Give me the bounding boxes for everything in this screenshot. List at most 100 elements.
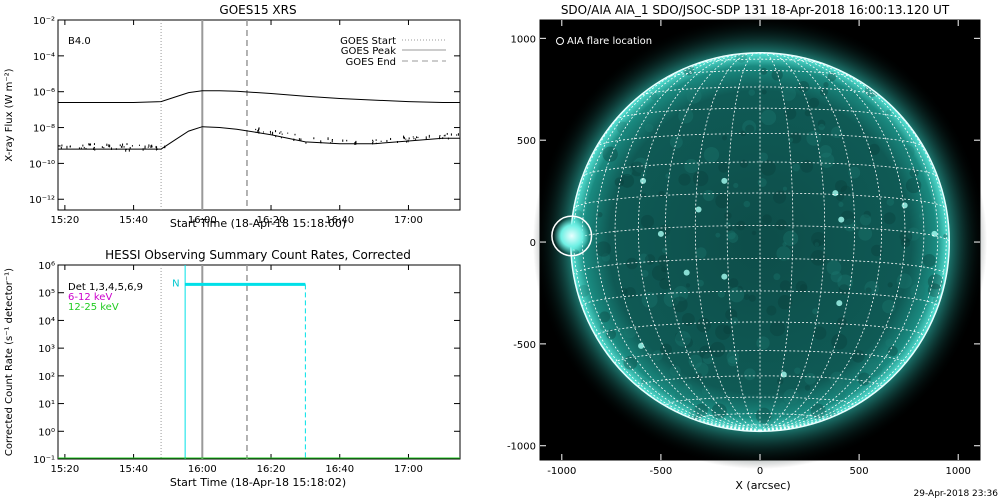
hessi-title: HESSI Observing Summary Count Rates, Cor… (105, 248, 411, 262)
aia-texture (759, 152, 769, 162)
aia-texture (899, 230, 913, 243)
goes-noise-point (380, 140, 382, 142)
goes-noise-point (148, 144, 150, 147)
aia-texture (682, 337, 693, 348)
aia-texture (745, 124, 755, 134)
goes-noise-point (263, 131, 265, 133)
aia-texture (863, 210, 871, 219)
aia-texture (900, 237, 911, 248)
goes-ylabel: X-ray Flux (W m⁻²) (4, 68, 15, 161)
goes-noise-point (275, 135, 277, 138)
goes-noise-point (255, 131, 257, 133)
aia-texture (614, 177, 624, 187)
aia-texture (659, 277, 671, 290)
aia-texture (817, 119, 826, 128)
goes-noise-point (106, 143, 108, 146)
aia-texture (681, 312, 695, 326)
goes-noise-point (156, 146, 158, 149)
legend-goes-peak: GOES Peak (341, 46, 396, 57)
aia-texture (814, 242, 820, 247)
goes-noise-point (101, 146, 103, 149)
aia-longitude-line (759, 53, 906, 431)
aia-texture (782, 242, 787, 247)
goes-noise-point (417, 136, 419, 139)
aia-texture (761, 214, 772, 225)
goes-noise-point (390, 137, 392, 141)
legend-goes-start: GOES Start (340, 36, 396, 47)
aia-texture (602, 146, 618, 162)
goes-noise-point (428, 134, 430, 138)
aia-texture (709, 341, 726, 358)
goes-noise-point (85, 147, 87, 150)
goes-noise-point (125, 149, 127, 152)
hessi-ytick-label: 10⁻¹ (33, 455, 55, 466)
goes-noise-point (313, 137, 315, 140)
aia-texture (674, 332, 684, 342)
goes-noise-point (147, 146, 149, 148)
aia-texture (651, 265, 668, 281)
aia-texture (728, 278, 739, 288)
aia-texture (684, 158, 699, 174)
aia-texture (887, 282, 893, 288)
aia-texture (694, 362, 709, 377)
aia-texture (760, 109, 777, 126)
goes-noise-point (293, 138, 295, 141)
aia-texture (644, 123, 654, 133)
goes-noise-point (275, 130, 277, 133)
goes-noise-point (327, 137, 329, 141)
aia-texture (671, 296, 688, 313)
goes-noise-point (330, 142, 332, 144)
aia-texture (658, 190, 665, 198)
aia-texture (818, 123, 825, 131)
aia-texture (811, 231, 826, 247)
goes-noise-point (83, 146, 85, 149)
goes-noise-point (408, 137, 410, 140)
hessi-ytick-label: 10² (38, 372, 55, 383)
aia-texture (885, 109, 892, 115)
aia-longitude-line (759, 55, 925, 431)
goes-noise-point (456, 134, 458, 136)
aia-texture (840, 185, 852, 197)
aia-texture (813, 239, 821, 247)
aia-flare-glow (553, 218, 590, 254)
aia-texture (781, 86, 796, 101)
legend-goes-end: GOES End (346, 57, 396, 68)
aia-texture (641, 292, 658, 308)
hessi-event-lines (160, 265, 248, 459)
aia-texture (769, 320, 786, 337)
aia-texture (703, 146, 720, 163)
goes-noise-point (126, 143, 128, 146)
goes-noise-point (121, 145, 123, 148)
aia-latitude-line (726, 424, 794, 428)
aia-texture (715, 324, 731, 340)
aia-latitude-line (637, 375, 883, 387)
goes-noise-point (407, 139, 409, 143)
aia-texture (641, 270, 649, 278)
aia-texture (597, 212, 603, 218)
aia-texture (864, 280, 879, 296)
aia-texture (783, 388, 799, 405)
goes-noise-point (144, 145, 146, 148)
hessi-ytick-label: 10³ (38, 344, 55, 355)
aia-texture (806, 130, 822, 146)
aia-texture (823, 82, 829, 88)
aia-texture (867, 362, 883, 377)
goes-series-long (58, 90, 460, 103)
aia-texture (743, 294, 750, 300)
goes-noise-point (122, 143, 124, 146)
goes-noise-point (332, 139, 334, 141)
aia-texture (848, 166, 861, 179)
goes-noise-point (119, 144, 121, 147)
aia-texture (883, 212, 896, 225)
goes-noise-point (342, 139, 344, 142)
aia-texture (699, 345, 713, 359)
aia-texture (652, 350, 663, 361)
legend-det: Det 1,3,4,5,6,9 (68, 282, 143, 293)
goes-noise-point (403, 135, 405, 139)
aia-texture (859, 214, 872, 226)
aia-texture (759, 223, 764, 228)
aia-texture (901, 145, 915, 159)
aia-texture (831, 126, 843, 139)
aia-texture (761, 89, 767, 95)
goes-noise-point (88, 143, 90, 146)
